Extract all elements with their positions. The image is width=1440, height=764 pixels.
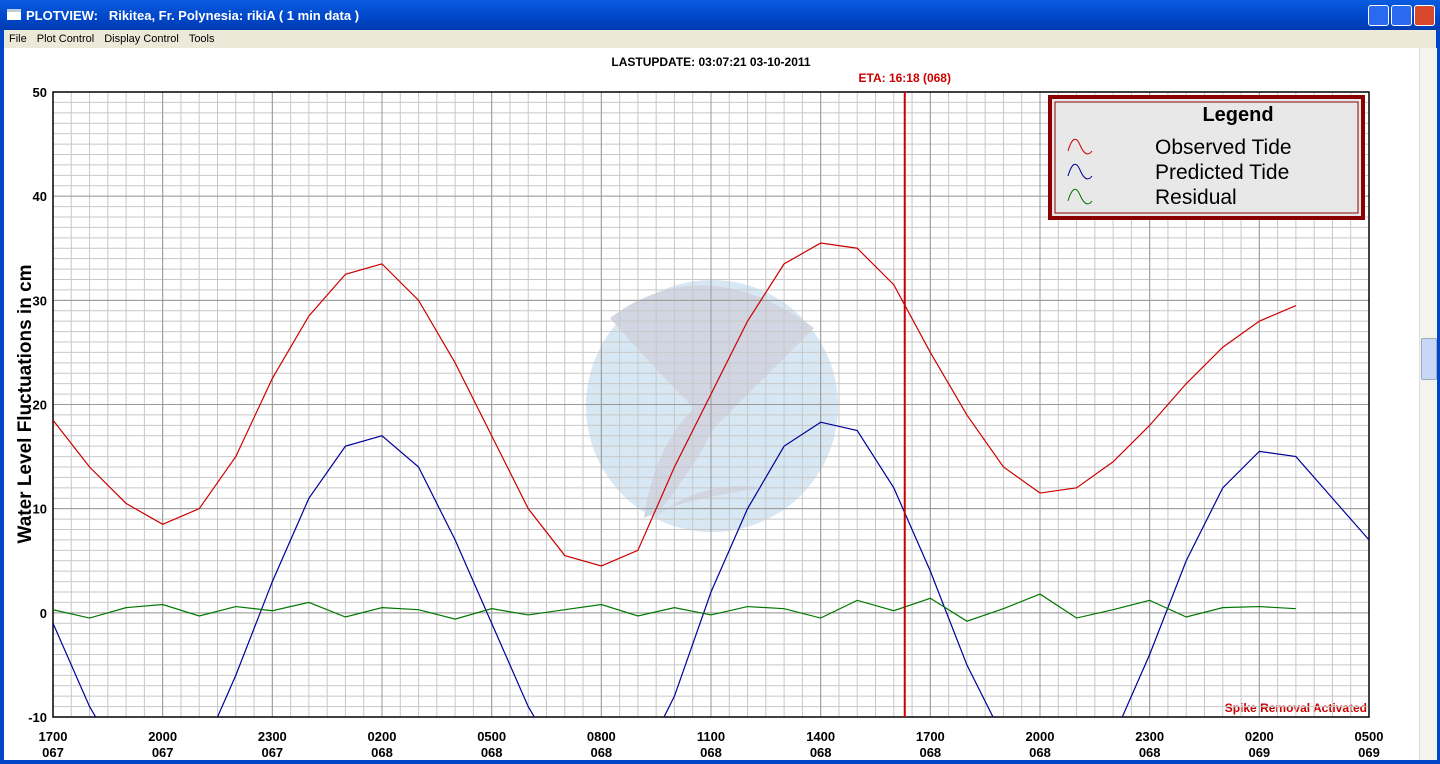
y-tick-label: 30 [33, 293, 47, 308]
x-tick-day: 068 [590, 745, 612, 760]
menu-item[interactable]: Plot Control [36, 33, 95, 45]
x-tick-day: 067 [42, 745, 64, 760]
legend-swatch [1067, 163, 1093, 180]
x-tick-day: 069 [1358, 745, 1380, 760]
menu-bar: File Plot Control Display Control Tools [4, 30, 1436, 48]
frame [0, 30, 4, 764]
x-tick-day: 069 [1248, 745, 1270, 760]
x-tick-day: 068 [919, 745, 941, 760]
x-tick-label: 0800 [587, 729, 616, 744]
x-tick-day: 068 [1139, 745, 1161, 760]
series-line [53, 242, 1297, 567]
y-tick-label: -10 [28, 710, 47, 725]
legend-swatch [1067, 188, 1093, 205]
x-tick-label: 1100 [697, 729, 725, 744]
legend-label: Observed Tide [1155, 136, 1292, 159]
legend-inner [1054, 101, 1359, 214]
x-tick-day: 068 [481, 745, 503, 760]
y-tick-label: 40 [33, 189, 47, 204]
x-tick-day: 067 [261, 745, 283, 760]
plot-area [53, 242, 1369, 717]
plot-frame [52, 91, 1370, 718]
app-icon [7, 9, 21, 20]
x-tick-day: 067 [152, 745, 174, 760]
x-tick-label: 2000 [1026, 729, 1055, 744]
maximize-button[interactable] [1391, 5, 1412, 26]
x-tick-label: 0500 [477, 729, 506, 744]
frame [1436, 30, 1440, 764]
x-tick-label: 0200 [368, 729, 397, 744]
minimize-button[interactable] [1368, 5, 1389, 26]
watermark [586, 280, 838, 532]
x-tick-day: 068 [371, 745, 393, 760]
x-tick-label: 1700 [39, 729, 68, 744]
legend-title: Legend [1202, 104, 1273, 126]
series-line [53, 421, 1369, 717]
menu-item[interactable]: Display Control [104, 33, 179, 45]
series-line [53, 593, 1296, 622]
frame [0, 760, 1440, 764]
x-tick-label: 1700 [916, 729, 945, 744]
x-tick-label: 1400 [806, 729, 835, 744]
x-tick-day: 068 [810, 745, 832, 760]
legend-box [1048, 95, 1365, 220]
y-tick-label: 0 [40, 606, 47, 621]
y-axis-label: Water Level Fluctuations in cm [15, 264, 36, 543]
menu-item[interactable]: File [9, 33, 27, 45]
legend-swatch [1067, 138, 1093, 155]
x-tick-day: 068 [700, 745, 722, 760]
legend-label: Residual [1155, 186, 1237, 209]
x-tick-label: 0500 [1355, 729, 1384, 744]
chart: LASTUPDATE: 03:07:21 03-10-2011 Water Le… [15, 55, 1384, 760]
x-tick-label: 2300 [258, 729, 287, 744]
x-tick-day: 068 [1029, 745, 1051, 760]
window-title: PLOTVIEW: Rikitea, Fr. Polynesia: rikiA … [26, 8, 360, 23]
scrollbar[interactable] [1419, 48, 1437, 760]
last-update: LASTUPDATE: 03:07:21 03-10-2011 [611, 55, 811, 69]
x-tick-label: 2000 [148, 729, 177, 744]
menu-item[interactable]: Tools [188, 33, 215, 45]
x-tick-label: 0200 [1245, 729, 1274, 744]
close-button[interactable] [1414, 5, 1435, 26]
y-tick-label: 10 [33, 502, 47, 517]
title-bar: PLOTVIEW: Rikitea, Fr. Polynesia: rikiA … [0, 0, 1440, 30]
scroll-thumb[interactable] [1421, 338, 1437, 380]
y-tick-label: 50 [33, 85, 47, 100]
legend-label: Predicted Tide [1155, 161, 1289, 184]
eta-label: ETA: 16:18 (068) [859, 71, 951, 85]
x-tick-label: 2300 [1135, 729, 1164, 744]
y-tick-label: 20 [33, 398, 47, 413]
